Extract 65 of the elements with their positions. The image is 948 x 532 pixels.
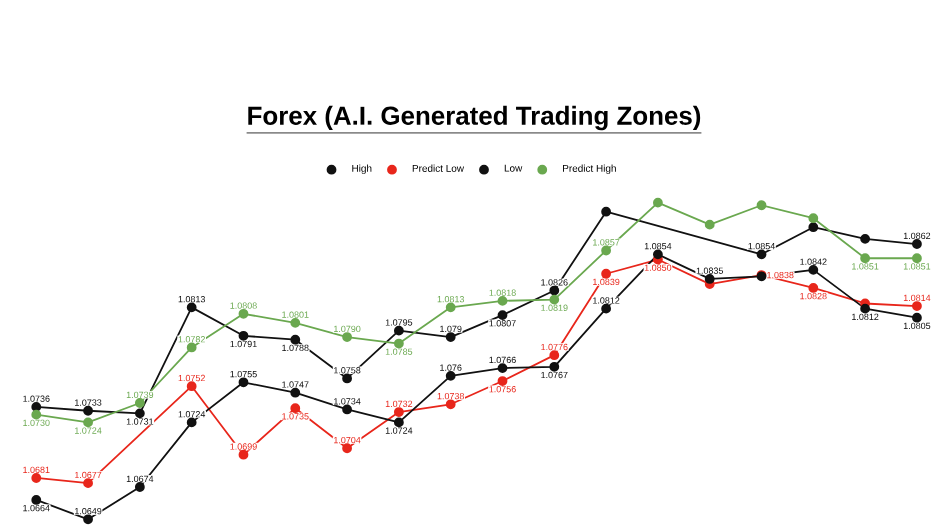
point [808,264,819,275]
point [31,409,42,420]
point [912,301,922,311]
point [342,373,352,384]
point [290,403,301,414]
point [497,310,508,321]
point [290,387,301,398]
point [497,376,508,386]
point [186,302,197,313]
point [808,213,819,224]
point [238,308,249,319]
point [83,514,93,525]
point [393,338,404,349]
point [31,473,42,483]
point [134,408,145,419]
point [601,303,611,314]
point [704,274,715,284]
point [83,478,93,489]
point [83,405,93,416]
point [134,482,145,492]
point [342,332,352,342]
point [549,285,560,296]
point [601,268,611,279]
point [860,303,871,314]
point [134,398,145,408]
point [808,222,819,233]
point [186,381,197,392]
point [31,401,42,412]
point [393,325,404,336]
point [238,330,249,341]
point [549,350,560,361]
point [445,399,456,410]
point [704,219,715,230]
point [912,312,922,323]
point [756,249,767,260]
point [393,407,404,417]
point [756,200,767,211]
point [445,370,456,381]
point [497,363,508,374]
point [808,283,819,293]
point [653,249,663,260]
point [860,233,871,244]
point [342,404,352,415]
point [912,253,922,264]
point [497,295,508,306]
point [186,342,197,353]
point [290,334,301,345]
point [549,361,560,372]
point [31,495,42,505]
point [445,332,456,342]
point [290,317,301,328]
point [238,449,249,460]
point [653,197,663,208]
point [601,245,611,256]
point [186,417,197,428]
point [860,253,871,264]
point [342,443,352,454]
point [549,294,560,305]
point [601,206,611,217]
point [445,302,456,313]
point [238,377,249,388]
chart-title: Forex (A.I. Generated Trading Zones) [248,105,701,131]
point [912,239,922,249]
point [393,417,404,428]
point [83,417,93,428]
